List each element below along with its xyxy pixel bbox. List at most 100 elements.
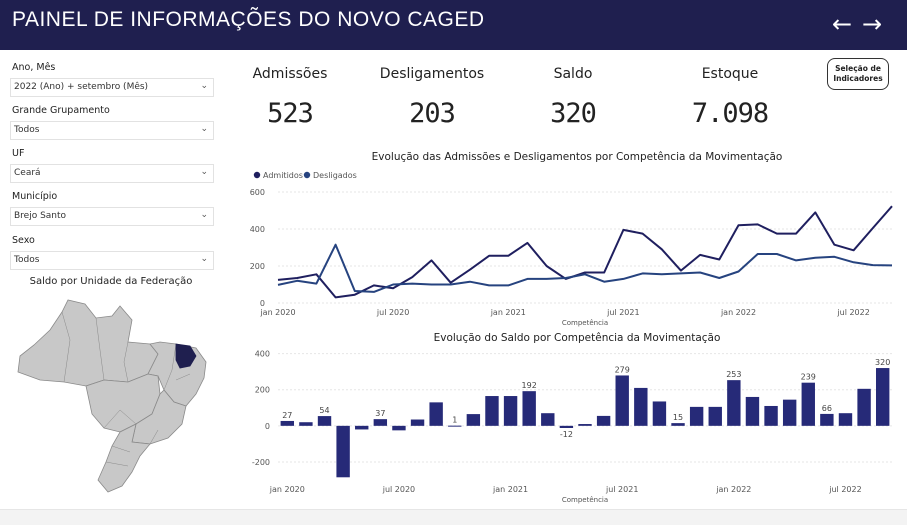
bar-ytick-label: -200 <box>252 458 270 467</box>
bar-data-label: 239 <box>801 373 816 382</box>
bar-mark <box>820 413 834 426</box>
bar-ytick-label: 200 <box>255 386 270 395</box>
line-xtick-label: jul 2022 <box>836 308 869 317</box>
map-region-south[interactable] <box>97 423 151 493</box>
bar-mark <box>671 423 685 426</box>
line-ytick-label: 0 <box>260 299 265 308</box>
bar-mark <box>652 401 667 426</box>
filter-value-municipio: Brejo Santo <box>14 211 67 221</box>
bar-mark <box>485 396 499 426</box>
bar-mark <box>317 416 332 426</box>
filter-value-grupamento: Todos <box>14 125 40 135</box>
bar-mark <box>615 375 629 426</box>
filter-select-grupamento[interactable]: Todos ⌄ <box>10 121 214 140</box>
legend-label-1: Desligados <box>313 171 357 180</box>
filter-label-uf: UF <box>12 148 25 159</box>
chevron-down-icon: ⌄ <box>200 210 208 220</box>
legend-marker-1 <box>303 171 311 179</box>
filter-select-sexo[interactable]: Todos ⌄ <box>10 251 214 270</box>
filter-value-ano-mes: 2022 (Ano) + setembro (Mês) <box>14 82 149 92</box>
bar-mark <box>429 402 443 426</box>
bar-ytick-label: 400 <box>255 350 270 359</box>
filter-label-grupamento: Grande Grupamento <box>12 105 110 116</box>
indicator-selection-button[interactable]: Seleção de Indicadores <box>827 58 889 90</box>
filter-select-municipio[interactable]: Brejo Santo ⌄ <box>10 207 214 226</box>
bar-data-label: 279 <box>615 365 630 374</box>
filter-label-sexo: Sexo <box>12 235 35 246</box>
filter-value-uf: Ceará <box>14 168 41 178</box>
bar-mark <box>448 425 462 427</box>
bar-data-label: 253 <box>726 370 741 379</box>
bar-data-label: -12 <box>560 430 573 439</box>
map-title: Saldo por Unidade da Federação <box>29 276 193 287</box>
bar-xtick-label: jan 2022 <box>715 485 751 494</box>
line-series-admitidos <box>277 205 893 299</box>
header-bar: PAINEL DE INFORMAÇÕES DO NOVO CAGED ← → <box>0 0 907 50</box>
bar-mark <box>689 406 704 426</box>
selection-button-line2: Indicadores <box>833 74 883 83</box>
line-chart-title: Evolução das Admissões e Desligamentos p… <box>372 151 783 163</box>
bar-xtick-label: jul 2021 <box>605 485 638 494</box>
map-region-north[interactable] <box>17 299 159 387</box>
filter-select-ano-mes[interactable]: 2022 (Ano) + setembro (Mês) ⌄ <box>10 78 214 97</box>
bar-data-label: 37 <box>375 409 385 418</box>
bar-mark <box>708 406 722 426</box>
bar-data-label: 54 <box>319 406 329 415</box>
chevron-down-icon: ⌄ <box>200 254 208 264</box>
bar-mark <box>392 425 406 431</box>
bar-mark <box>875 368 890 426</box>
bar-xtick-label: jan 2021 <box>492 485 528 494</box>
bar-mark <box>503 396 518 426</box>
bar-xtick-label: jul 2022 <box>828 485 861 494</box>
page-title: PAINEL DE INFORMAÇÕES DO NOVO CAGED <box>12 8 485 31</box>
chevron-down-icon: ⌄ <box>200 167 208 177</box>
bar-data-label: 320 <box>875 358 890 367</box>
legend-label-0: Admitidos <box>263 171 303 180</box>
bar-xaxis-label: Competência <box>562 496 608 504</box>
back-arrow-icon[interactable]: ← <box>832 10 853 38</box>
kpi-label-saldo: Saldo <box>553 66 593 82</box>
line-xaxis-label: Competência <box>562 319 608 327</box>
line-chart: Evolução das Admissões e Desligamentos p… <box>250 151 893 327</box>
line-ytick-label: 400 <box>250 225 265 234</box>
bar-mark <box>596 415 611 426</box>
bar-data-label: 27 <box>282 411 292 420</box>
kpi-label-admissoes: Admissões <box>252 66 328 82</box>
kpi-label-desligamentos: Desligamentos <box>379 66 485 82</box>
line-xtick-label: jan 2022 <box>720 308 756 317</box>
bar-mark <box>857 388 871 426</box>
bar-chart: Evolução do Saldo por Competência da Mov… <box>252 332 892 504</box>
bar-mark <box>801 382 815 426</box>
bar-mark <box>522 391 536 426</box>
bar-data-label: 15 <box>673 413 683 422</box>
filter-label-municipio: Município <box>12 191 58 202</box>
bar-mark <box>745 396 760 426</box>
line-xtick-label: jul 2020 <box>376 308 409 317</box>
brazil-map[interactable] <box>0 290 222 500</box>
legend-marker-0 <box>253 171 261 179</box>
line-series-desligados <box>277 243 893 293</box>
filter-select-uf[interactable]: Ceará ⌄ <box>10 164 214 183</box>
bar-mark <box>559 425 574 428</box>
bar-mark <box>355 425 369 430</box>
filter-label-ano-mes: Ano, Mês <box>12 62 56 73</box>
map-state-ceara[interactable] <box>175 343 197 369</box>
bar-mark <box>541 413 555 426</box>
forward-arrow-icon[interactable]: → <box>862 10 883 38</box>
bar-data-label: 66 <box>822 404 832 413</box>
line-ytick-label: 200 <box>250 262 265 271</box>
bar-mark <box>578 424 592 426</box>
bar-mark <box>782 399 797 426</box>
selection-button-line1: Seleção de <box>835 64 881 73</box>
bar-data-label: 192 <box>522 381 537 390</box>
bar-mark <box>838 413 853 426</box>
kpi-value-desligamentos: 203 <box>409 98 456 129</box>
bar-mark <box>634 387 648 426</box>
footer-bar <box>0 509 907 525</box>
bar-xtick-label: jan 2020 <box>269 485 305 494</box>
kpi-value-estoque: 7.098 <box>691 98 769 129</box>
filter-value-sexo: Todos <box>14 255 40 265</box>
bar-xtick-label: jul 2020 <box>382 485 415 494</box>
chevron-down-icon: ⌄ <box>200 81 208 91</box>
bar-mark <box>727 380 741 426</box>
